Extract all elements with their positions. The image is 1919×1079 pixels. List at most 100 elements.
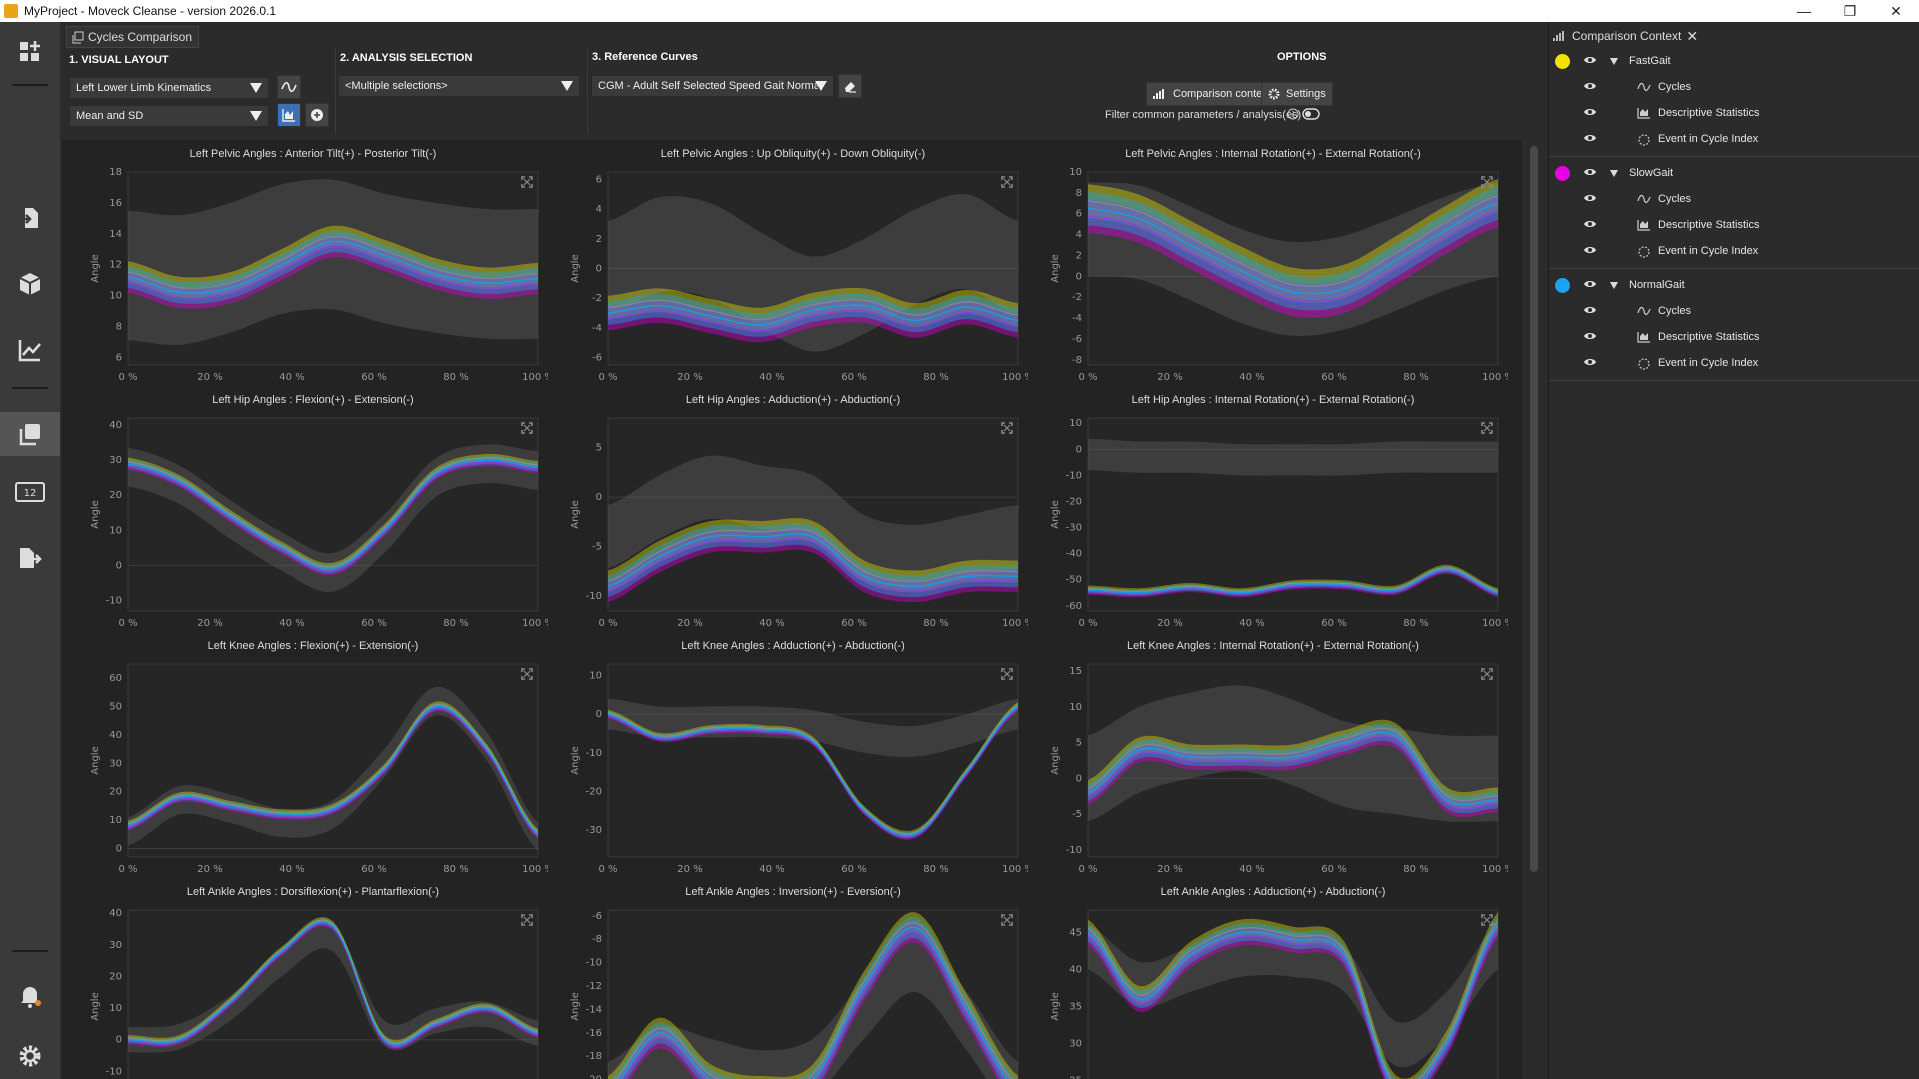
plot-canvas[interactable]: 0 10 20 30 40 50 60 0 % 20 % 40 % 60 % 80 % 100 % Ang… <box>78 654 548 886</box>
x-tick-label: 40 % <box>759 618 784 629</box>
filter-toggle[interactable] <box>1302 108 1320 120</box>
group-color-swatch[interactable] <box>1555 278 1570 293</box>
eye-icon[interactable] <box>1583 245 1597 258</box>
angle-plot[interactable]: Left Hip Angles : Adduction(+) - Abducti… <box>558 394 1028 640</box>
maximize-button[interactable]: ❐ <box>1843 3 1857 19</box>
minimize-button[interactable]: — <box>1797 3 1811 19</box>
angle-plot[interactable]: Left Ankle Angles : Inversion(+) - Evers… <box>558 886 1028 1079</box>
plot-canvas[interactable]: -20-18-16-14-12-10-8-60 %20 %40 %60 %80 … <box>558 900 1028 1079</box>
plot-canvas[interactable]: 6 8 10 12 14 16 18 0 % 20 % 40 % 60 % 80 % 100 % Angl… <box>78 162 548 394</box>
expand-icon[interactable] <box>521 668 533 680</box>
angle-plot[interactable]: Left Knee Angles : Adduction(+) - Abduct… <box>558 640 1028 886</box>
layout-select[interactable]: Left Lower Limb Kinematics <box>69 77 269 99</box>
angle-plot[interactable]: Left Ankle Angles : Adduction(+) - Abduc… <box>1038 886 1508 1079</box>
expand-icon[interactable] <box>1001 914 1013 926</box>
expand-icon[interactable] <box>1481 914 1493 926</box>
group-item-row[interactable]: Event in Cycle Index <box>1549 354 1919 374</box>
plot-canvas[interactable]: -10 -5 0 5 10 15 0 % 20 % 40 % 60 % 80 % 100 % Angle <box>1038 654 1508 886</box>
expand-icon[interactable] <box>1481 176 1493 188</box>
nav-export[interactable] <box>8 536 52 580</box>
angle-plot[interactable]: Left Ankle Angles : Dorsiflexion(+) - Pl… <box>78 886 548 1079</box>
eye-icon[interactable] <box>1583 305 1597 318</box>
group-header-row[interactable]: NormalGait <box>1549 276 1919 296</box>
group-header-row[interactable]: FastGait <box>1549 52 1919 72</box>
group-item-row[interactable]: Event in Cycle Index <box>1549 242 1919 262</box>
comparison-context-button[interactable]: Comparison context <box>1146 82 1278 106</box>
area-chart-icon <box>282 109 295 122</box>
tab-cycles-comparison[interactable]: Cycles Comparison <box>66 26 200 48</box>
eye-icon[interactable] <box>1583 219 1597 232</box>
eye-icon[interactable] <box>1583 167 1597 180</box>
expand-icon[interactable] <box>521 914 533 926</box>
plot-canvas[interactable]: -10 0 10 20 30 40 0 % 20 % 40 % 60 % 80 % 100 % Angl… <box>78 408 548 640</box>
caret-down-icon[interactable] <box>1610 282 1618 289</box>
eye-icon[interactable] <box>1583 55 1597 68</box>
group-item-row[interactable]: Descriptive Statistics <box>1549 216 1919 236</box>
expand-icon[interactable] <box>1001 176 1013 188</box>
expand-icon[interactable] <box>521 422 533 434</box>
eye-icon[interactable] <box>1583 357 1597 370</box>
group-item-row[interactable]: Cycles <box>1549 78 1919 98</box>
nav-import[interactable] <box>8 196 52 240</box>
eye-icon[interactable] <box>1583 81 1597 94</box>
group-item-label: Cycles <box>1658 305 1692 317</box>
nav-cycles-comparison[interactable] <box>0 412 60 456</box>
angle-plot[interactable]: Left Knee Angles : Flexion(+) - Extensio… <box>78 640 548 886</box>
group-item-row[interactable]: Descriptive Statistics <box>1549 104 1919 124</box>
group-item-row[interactable]: Cycles <box>1549 190 1919 210</box>
group-color-swatch[interactable] <box>1555 54 1570 69</box>
eye-icon[interactable] <box>1583 193 1597 206</box>
eye-icon[interactable] <box>1583 331 1597 344</box>
caret-down-icon[interactable] <box>1610 58 1618 65</box>
angle-plot[interactable]: Left Pelvic Angles : Anterior Tilt(+) - … <box>78 148 548 394</box>
group-header-row[interactable]: SlowGait <box>1549 164 1919 184</box>
nav-notifications[interactable] <box>8 974 52 1018</box>
x-tick-label: 0 % <box>598 864 617 875</box>
stats-display-button[interactable] <box>277 103 301 127</box>
close-icon[interactable]: ✕ <box>1686 27 1699 44</box>
statistic-select[interactable]: Mean and SD <box>69 105 269 127</box>
analysis-select[interactable]: <Multiple selections> <box>338 75 580 97</box>
nav-counter[interactable]: 12 <box>8 470 52 514</box>
plot-canvas[interactable]: 25303540450 %20 %40 %60 %80 %100 %Angle <box>1038 900 1508 1079</box>
expand-icon[interactable] <box>1481 668 1493 680</box>
settings-button[interactable]: Settings <box>1261 82 1333 106</box>
plots-scrollbar[interactable] <box>1530 146 1538 872</box>
angle-plot[interactable]: Left Pelvic Angles : Up Obliquity(+) - D… <box>558 148 1028 394</box>
angle-plot[interactable]: Left Hip Angles : Flexion(+) - Extension… <box>78 394 548 640</box>
tab-comparison-context[interactable]: Comparison Context ✕ <box>1553 26 1698 46</box>
expand-icon[interactable] <box>1001 668 1013 680</box>
eye-icon[interactable] <box>1583 279 1597 292</box>
expand-icon[interactable] <box>521 176 533 188</box>
angle-plot[interactable]: Left Pelvic Angles : Internal Rotation(+… <box>1038 148 1508 394</box>
reference-curves-select[interactable]: CGM - Adult Self Selected Speed Gait Nor… <box>591 75 834 97</box>
plot-canvas[interactable]: -10 -5 0 5 0 % 20 % 40 % 60 % 80 % 100 % Angle <box>558 408 1028 640</box>
clear-reference-button[interactable] <box>838 74 862 98</box>
nav-chart[interactable] <box>8 328 52 372</box>
expand-icon[interactable] <box>1001 422 1013 434</box>
curve-mode-button[interactable] <box>277 75 301 99</box>
x-tick-label: 40 % <box>279 864 304 875</box>
add-button[interactable] <box>305 103 329 127</box>
caret-down-icon[interactable] <box>1610 170 1618 177</box>
group-item-row[interactable]: Descriptive Statistics <box>1549 328 1919 348</box>
close-window-button[interactable]: ✕ <box>1890 3 1902 19</box>
group-color-swatch[interactable] <box>1555 166 1570 181</box>
group-item-row[interactable]: Cycles <box>1549 302 1919 322</box>
angle-plot[interactable]: Left Hip Angles : Internal Rotation(+) -… <box>1038 394 1508 640</box>
y-tick-label: -14 <box>586 1004 602 1015</box>
eye-icon[interactable] <box>1583 107 1597 120</box>
group-item-row[interactable]: Event in Cycle Index <box>1549 130 1919 150</box>
nav-settings[interactable] <box>8 1034 52 1078</box>
info-icon[interactable] <box>1287 108 1299 120</box>
nav-dashboard[interactable] <box>8 30 52 74</box>
angle-plot[interactable]: Left Knee Angles : Internal Rotation(+) … <box>1038 640 1508 886</box>
expand-icon[interactable] <box>1481 422 1493 434</box>
nav-3d-model[interactable] <box>8 262 52 306</box>
eye-icon[interactable] <box>1583 133 1597 146</box>
